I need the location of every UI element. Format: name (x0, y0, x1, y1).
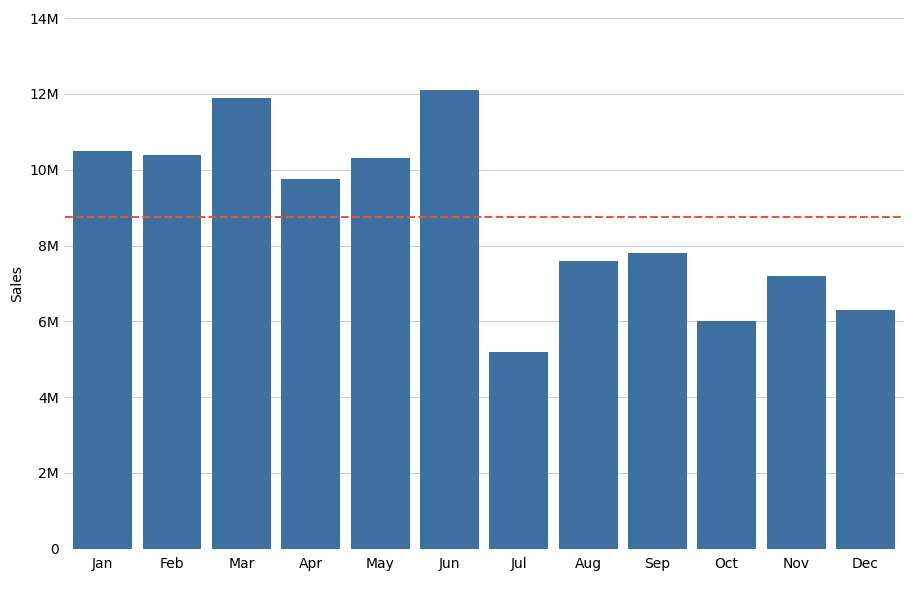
Bar (281, 179, 340, 549)
Bar (420, 90, 479, 549)
Bar (212, 98, 271, 549)
Bar (490, 352, 549, 549)
Y-axis label: Sales: Sales (10, 265, 24, 302)
Bar (143, 154, 202, 549)
Bar (350, 159, 409, 549)
Bar (559, 260, 618, 549)
Bar (628, 253, 687, 549)
Bar (836, 310, 895, 549)
Bar (697, 321, 756, 549)
Bar (73, 151, 132, 549)
Bar (766, 276, 825, 549)
